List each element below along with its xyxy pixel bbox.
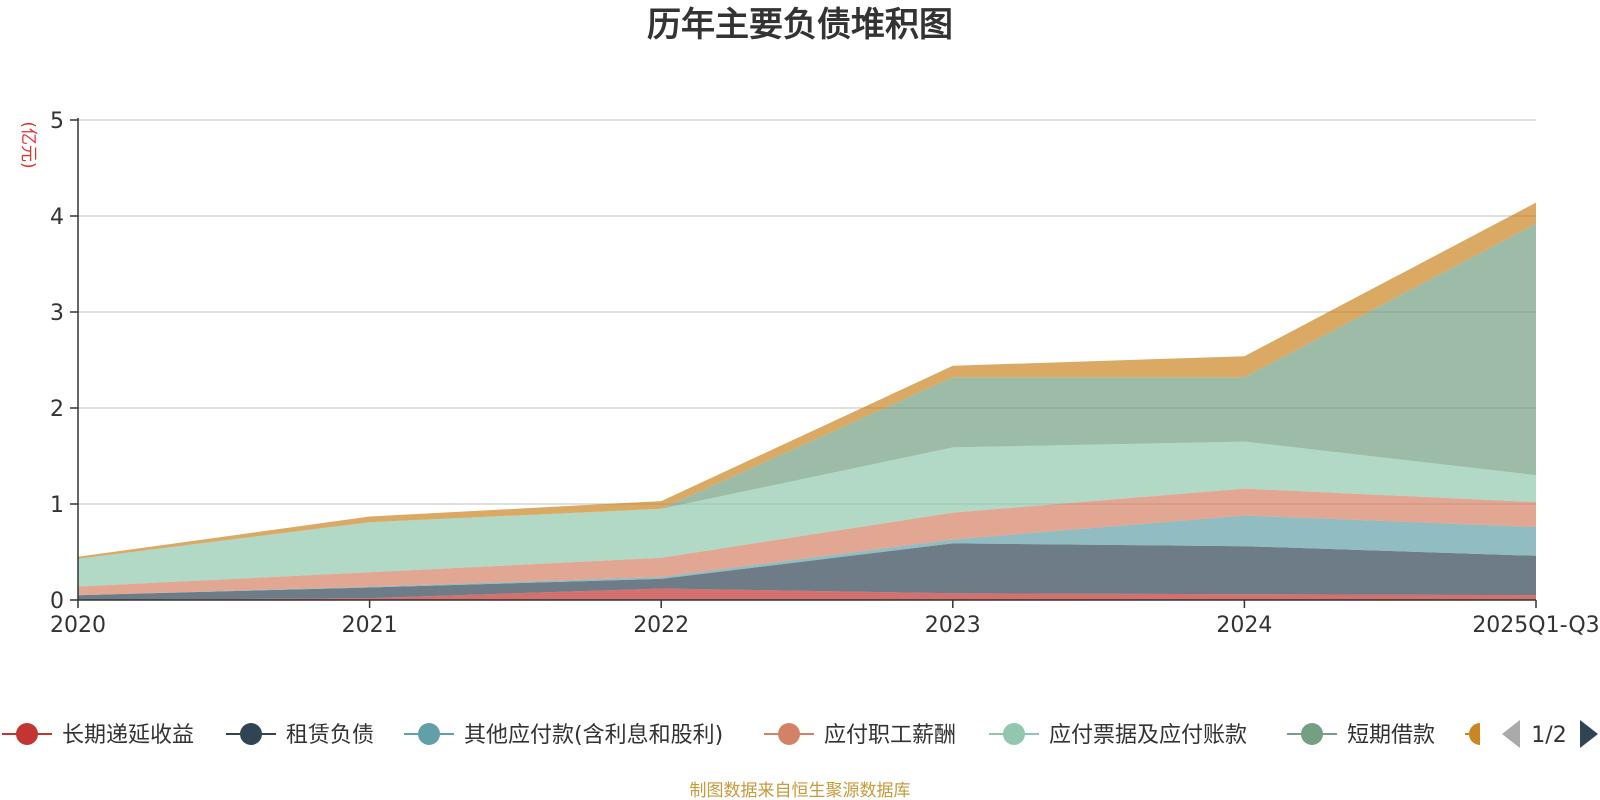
legend-item-3[interactable]: 其他应付款(含利息和股利) xyxy=(404,723,723,748)
legend-label: 租赁负债 xyxy=(286,723,374,748)
legend-next-icon[interactable] xyxy=(1580,720,1598,748)
area-series-3[interactable] xyxy=(78,515,1536,596)
legend-item-4[interactable]: 应付职工薪酬 xyxy=(764,723,956,748)
legend-prev-icon[interactable] xyxy=(1502,720,1520,748)
axes: 0 1 2 3 4 5 2020 2021 2022 2023 2024 2025Q1-Q3 xyxy=(50,109,1600,638)
y-tick-label: 0 xyxy=(50,589,64,614)
x-tick-label: 2024 xyxy=(1216,613,1272,638)
legend-marker xyxy=(1469,723,1480,745)
area-series-2[interactable] xyxy=(78,543,1536,600)
legend-label: 短期借款 xyxy=(1347,723,1435,748)
x-tick-label: 2022 xyxy=(633,613,689,638)
legend-marker xyxy=(240,723,262,745)
legend-marker xyxy=(1003,723,1025,745)
legend: 长期递延收益 租赁负债 其他应付款(含利息和股利) 应付职工薪酬 应付票据及应付账款 短期… xyxy=(2,723,1480,748)
x-tick-label: 2023 xyxy=(925,613,981,638)
legend-label: 应付票据及应付账款 xyxy=(1049,723,1247,748)
area-series xyxy=(78,202,1536,601)
x-tick-label: 2025Q1-Q3 xyxy=(1472,613,1599,638)
area-series-6[interactable] xyxy=(78,223,1536,559)
legend-marker xyxy=(778,723,800,745)
area-series-1[interactable] xyxy=(78,588,1536,601)
y-tick-label: 5 xyxy=(50,109,64,134)
legend-item-2[interactable]: 租赁负债 xyxy=(226,723,374,748)
legend-page-indicator: 1/2 xyxy=(1531,723,1566,748)
legend-marker xyxy=(1301,723,1323,745)
legend-item-7[interactable] xyxy=(1465,723,1480,745)
area-series-4[interactable] xyxy=(78,488,1536,596)
legend-item-5[interactable]: 应付票据及应付账款 xyxy=(989,723,1247,748)
y-tick-label: 2 xyxy=(50,397,64,422)
x-tick-label: 2020 xyxy=(50,613,106,638)
chart-title: 历年主要负债堆积图 xyxy=(647,5,953,45)
y-axis-unit: (亿元) xyxy=(18,121,38,168)
legend-item-6[interactable]: 短期借款 xyxy=(1287,723,1435,748)
legend-item-1[interactable]: 长期递延收益 xyxy=(2,723,194,748)
y-tick-label: 4 xyxy=(50,205,64,230)
legend-label: 应付职工薪酬 xyxy=(824,723,956,748)
legend-marker xyxy=(418,723,440,745)
data-source-note: 制图数据来自恒生聚源数据库 xyxy=(690,781,911,800)
legend-label: 长期递延收益 xyxy=(62,723,194,748)
legend-pager: 1/2 xyxy=(1502,720,1598,748)
legend-marker xyxy=(16,723,38,745)
legend-label: 其他应付款(含利息和股利) xyxy=(464,723,723,748)
y-tick-label: 1 xyxy=(50,493,64,518)
area-series-5[interactable] xyxy=(78,441,1536,587)
y-tick-label: 3 xyxy=(50,301,64,326)
x-tick-label: 2021 xyxy=(342,613,398,638)
